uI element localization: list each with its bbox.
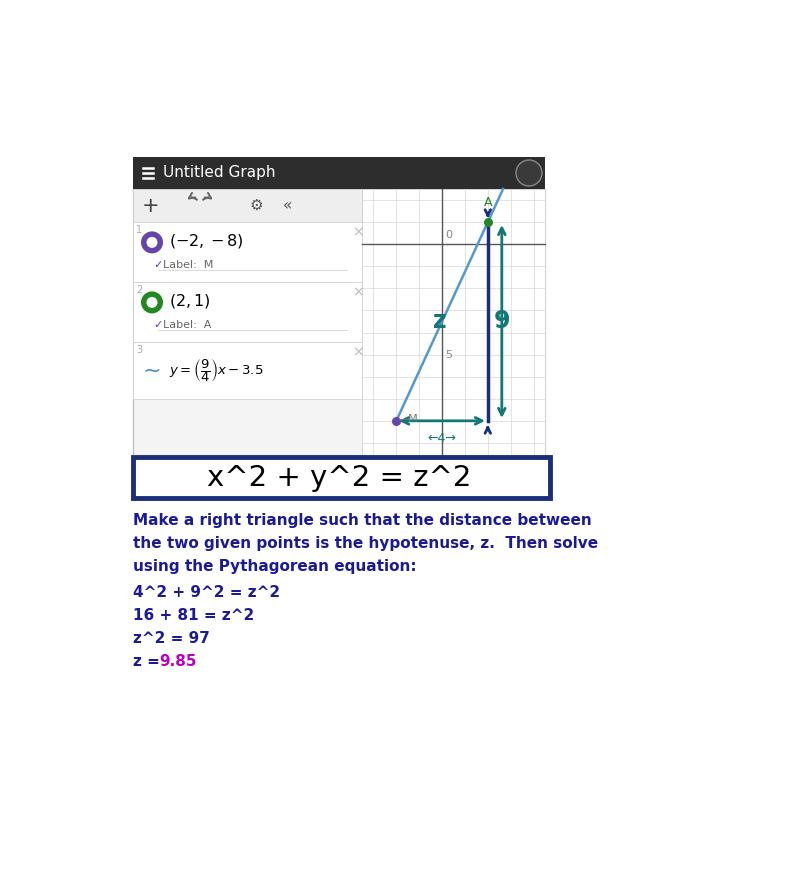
Text: —M: —M <box>398 414 418 424</box>
Bar <box>133 282 362 342</box>
Text: ✓: ✓ <box>153 320 162 330</box>
Text: ×: × <box>352 285 364 299</box>
Circle shape <box>141 291 163 314</box>
Circle shape <box>516 160 542 186</box>
Text: Label:  M: Label: M <box>163 260 214 270</box>
Bar <box>133 157 545 189</box>
Text: 0: 0 <box>446 231 453 240</box>
Text: ←4→: ←4→ <box>428 432 457 445</box>
Text: Label:  A: Label: A <box>163 320 211 330</box>
Text: +: + <box>142 196 160 216</box>
Text: ~: ~ <box>142 360 162 380</box>
Bar <box>133 222 362 282</box>
Text: ×: × <box>352 225 364 239</box>
Text: the two given points is the hypotenuse, z.  Then solve: the two given points is the hypotenuse, … <box>133 536 598 551</box>
Text: Make a right triangle such that the distance between: Make a right triangle such that the dist… <box>133 513 592 528</box>
Circle shape <box>141 232 163 253</box>
Text: 4^2 + 9^2 = z^2: 4^2 + 9^2 = z^2 <box>133 585 280 600</box>
Bar <box>133 342 362 399</box>
Circle shape <box>146 297 158 308</box>
Text: A: A <box>483 196 492 209</box>
Text: $(-2,-8)$: $(-2,-8)$ <box>169 232 244 250</box>
Text: 9: 9 <box>494 309 510 334</box>
Text: 5: 5 <box>446 350 453 359</box>
Circle shape <box>146 237 158 248</box>
Text: 16 + 81 = z^2: 16 + 81 = z^2 <box>133 608 254 623</box>
Text: 9.85: 9.85 <box>159 654 197 669</box>
Bar <box>133 189 362 222</box>
Text: x^2 + y^2 = z^2: x^2 + y^2 = z^2 <box>207 463 471 491</box>
Text: 2: 2 <box>136 285 142 295</box>
Text: 1: 1 <box>136 225 142 235</box>
Text: z: z <box>433 309 446 334</box>
Bar <box>133 189 545 465</box>
Text: ✓: ✓ <box>153 260 162 270</box>
Bar <box>133 457 550 498</box>
Text: $(2,1)$: $(2,1)$ <box>169 293 210 310</box>
Text: using the Pythagorean equation:: using the Pythagorean equation: <box>133 559 417 574</box>
Text: $y = \left(\dfrac{9}{4}\right)x - 3.5$: $y = \left(\dfrac{9}{4}\right)x - 3.5$ <box>169 357 263 384</box>
Text: Untitled Graph: Untitled Graph <box>163 165 275 181</box>
Text: z =: z = <box>133 654 165 669</box>
Bar <box>362 189 545 465</box>
Text: ⚙: ⚙ <box>249 198 263 213</box>
Text: z^2 = 97: z^2 = 97 <box>133 631 210 646</box>
Text: ×: × <box>352 345 364 359</box>
Text: «: « <box>283 198 293 213</box>
Text: 3: 3 <box>136 345 142 355</box>
